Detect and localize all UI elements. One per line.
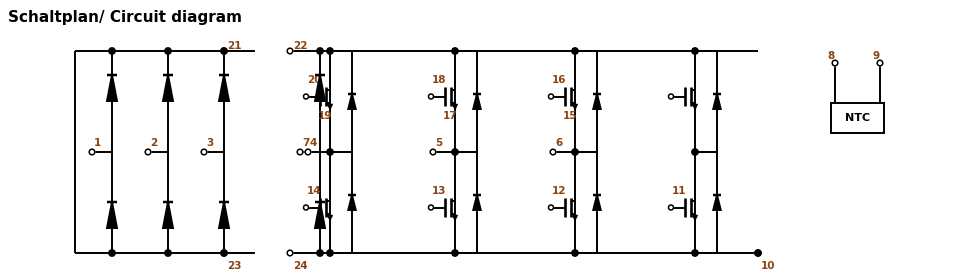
Circle shape — [220, 48, 227, 54]
Text: 2: 2 — [150, 138, 157, 148]
Text: 22: 22 — [293, 41, 308, 51]
Polygon shape — [473, 94, 481, 109]
Circle shape — [549, 94, 553, 99]
Text: 7: 7 — [302, 138, 310, 148]
Polygon shape — [714, 195, 720, 210]
Circle shape — [304, 94, 309, 99]
Circle shape — [327, 250, 333, 256]
Circle shape — [428, 94, 433, 99]
Circle shape — [452, 48, 458, 54]
Circle shape — [572, 149, 578, 155]
Circle shape — [668, 205, 674, 210]
Text: 8: 8 — [827, 51, 835, 61]
Circle shape — [832, 60, 838, 66]
Polygon shape — [315, 75, 325, 101]
Circle shape — [452, 149, 458, 155]
Circle shape — [165, 48, 171, 54]
Text: 4: 4 — [310, 138, 318, 148]
Circle shape — [877, 60, 883, 66]
Polygon shape — [473, 195, 481, 210]
Circle shape — [287, 250, 293, 256]
Text: 1: 1 — [94, 138, 101, 148]
Circle shape — [551, 149, 555, 155]
Circle shape — [146, 149, 151, 155]
Circle shape — [327, 48, 333, 54]
Polygon shape — [163, 75, 173, 101]
Circle shape — [109, 250, 116, 256]
Bar — [831, 103, 884, 133]
Text: 20: 20 — [307, 75, 321, 85]
Polygon shape — [349, 94, 355, 109]
Text: 10: 10 — [761, 261, 776, 271]
Circle shape — [430, 149, 436, 155]
Text: 3: 3 — [206, 138, 214, 148]
Circle shape — [220, 250, 227, 256]
Text: 6: 6 — [555, 138, 562, 148]
Polygon shape — [593, 94, 601, 109]
Circle shape — [691, 149, 698, 155]
Circle shape — [572, 48, 578, 54]
Text: 12: 12 — [552, 186, 566, 196]
Text: 11: 11 — [672, 186, 686, 196]
Text: 5: 5 — [435, 138, 442, 148]
Circle shape — [428, 205, 433, 210]
Text: 13: 13 — [432, 186, 447, 196]
Circle shape — [317, 250, 323, 256]
Polygon shape — [349, 195, 355, 210]
Text: 18: 18 — [432, 75, 447, 85]
Polygon shape — [219, 75, 229, 101]
Circle shape — [755, 250, 761, 256]
Circle shape — [305, 149, 311, 155]
Text: 23: 23 — [227, 261, 242, 271]
Polygon shape — [107, 75, 117, 101]
Text: 17: 17 — [443, 111, 457, 121]
Text: 21: 21 — [227, 41, 242, 51]
Polygon shape — [107, 202, 117, 228]
Text: 16: 16 — [552, 75, 566, 85]
Circle shape — [165, 250, 171, 256]
Polygon shape — [163, 202, 173, 228]
Circle shape — [668, 94, 674, 99]
Polygon shape — [593, 195, 601, 210]
Circle shape — [109, 48, 116, 54]
Text: 9: 9 — [872, 51, 880, 61]
Circle shape — [691, 48, 698, 54]
Text: 19: 19 — [318, 111, 332, 121]
Circle shape — [201, 149, 207, 155]
Text: 24: 24 — [293, 261, 308, 271]
Circle shape — [304, 205, 309, 210]
Circle shape — [89, 149, 95, 155]
Polygon shape — [714, 94, 720, 109]
Circle shape — [317, 48, 323, 54]
Circle shape — [754, 250, 761, 256]
Circle shape — [297, 149, 303, 155]
Circle shape — [572, 250, 578, 256]
Text: 15: 15 — [563, 111, 578, 121]
Circle shape — [452, 250, 458, 256]
Polygon shape — [315, 202, 325, 228]
Text: 14: 14 — [307, 186, 321, 196]
Circle shape — [287, 48, 293, 54]
Circle shape — [221, 250, 227, 256]
Text: Schaltplan/ Circuit diagram: Schaltplan/ Circuit diagram — [8, 10, 242, 25]
Circle shape — [691, 250, 698, 256]
Circle shape — [327, 149, 333, 155]
Polygon shape — [219, 202, 229, 228]
Text: NTC: NTC — [845, 113, 870, 123]
Circle shape — [549, 205, 553, 210]
Circle shape — [221, 48, 227, 54]
